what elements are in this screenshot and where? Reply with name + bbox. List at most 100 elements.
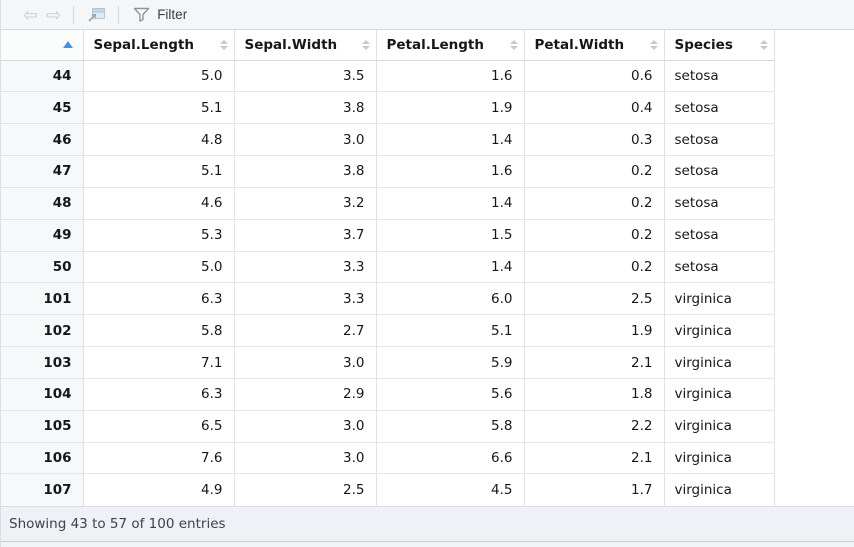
header-row: Sepal.Length Sepal.Width Petal.Length Petal… [1,30,775,61]
row-number-cell: 50 [1,251,84,284]
cell: setosa [664,123,775,157]
cell: 0.2 [524,155,665,188]
cell: 5.1 [83,155,235,188]
row-number-cell: 103 [1,346,84,379]
cell: 7.1 [83,346,235,379]
cell: virginica [664,410,775,443]
toolbar-separator [73,5,75,24]
cell: setosa [664,251,775,284]
forward-arrow-icon: ⇨ [46,4,62,25]
column-header-sepal-length[interactable]: Sepal.Length [83,30,235,61]
cell: 3.5 [234,60,377,93]
cell: 5.6 [376,378,525,411]
cell: 5.9 [376,346,525,379]
cell: 3.0 [234,346,377,379]
bottom-scrollbar-gutter [1,541,854,547]
sort-arrows-icon [219,39,228,50]
cell: setosa [664,60,775,93]
table-row: 102 5.8 2.7 5.1 1.9 virginica [1,314,775,348]
row-number-column-header[interactable] [1,30,84,61]
cell: virginica [664,346,775,379]
cell: 0.6 [524,60,665,93]
cell: 5.0 [83,251,235,284]
cell: 3.7 [234,219,377,252]
cell: setosa [664,155,775,188]
cell: 3.3 [234,282,377,316]
cell: 5.8 [83,314,235,348]
cell: 4.5 [376,473,525,506]
cell: 1.4 [376,251,525,284]
cell: 1.6 [376,155,525,188]
cell: 2.9 [234,378,377,411]
row-number-cell: 47 [1,155,84,188]
column-header-petal-width[interactable]: Petal.Width [524,30,665,61]
cell: 0.2 [524,251,665,284]
column-header-species[interactable]: Species [664,30,775,61]
cell: 6.3 [83,282,235,316]
back-button[interactable]: ⇦ [19,5,42,25]
row-number-cell: 105 [1,410,84,443]
cell: 3.0 [234,410,377,443]
column-header-label: Sepal.Length [93,36,195,53]
column-header-petal-length[interactable]: Petal.Length [376,30,525,61]
row-number-cell: 101 [1,282,84,316]
cell: 1.5 [376,219,525,252]
cell: 1.7 [524,473,665,506]
open-in-new-window-button[interactable] [82,5,110,25]
cell: 1.4 [376,123,525,157]
column-header-label: Species [674,36,733,53]
row-number-cell: 107 [1,473,84,506]
cell: 6.5 [83,410,235,443]
sort-arrows-icon [361,39,370,50]
cell: 2.5 [524,282,665,316]
table-row: 49 5.3 3.7 1.5 0.2 setosa [1,219,775,252]
cell: 6.6 [376,442,525,475]
sort-arrows-icon [649,39,658,50]
cell: setosa [664,91,775,125]
cell: virginica [664,314,775,348]
cell: virginica [664,473,775,506]
cell: 5.1 [83,91,235,125]
cell: 7.6 [83,442,235,475]
toolbar: ⇦ ⇨ Filter [1,0,854,30]
cell: 1.6 [376,60,525,93]
forward-button[interactable]: ⇨ [42,5,65,25]
cell: 5.8 [376,410,525,443]
cell: setosa [664,219,775,252]
sort-arrows-icon [759,39,768,50]
cell: 2.2 [524,410,665,443]
cell: 6.0 [376,282,525,316]
table-row: 103 7.1 3.0 5.9 2.1 virginica [1,346,775,379]
column-header-label: Petal.Width [534,36,625,53]
row-number-cell: 49 [1,219,84,252]
filter-funnel-icon [133,7,150,22]
cell: 0.4 [524,91,665,125]
cell: 3.0 [234,123,377,157]
table-row: 104 6.3 2.9 5.6 1.8 virginica [1,378,775,411]
row-number-cell: 44 [1,60,84,93]
table-row: 106 7.6 3.0 6.6 2.1 virginica [1,442,775,475]
cell: 3.0 [234,442,377,475]
data-grid: Sepal.Length Sepal.Width Petal.Length Petal… [1,30,854,506]
cell: virginica [664,282,775,316]
cell: 4.6 [83,187,235,220]
cell: 2.1 [524,346,665,379]
cell: 0.2 [524,219,665,252]
cell: 3.3 [234,251,377,284]
column-header-sepal-width[interactable]: Sepal.Width [234,30,377,61]
cell: 6.3 [83,378,235,411]
data-table: Sepal.Length Sepal.Width Petal.Length Petal… [1,30,775,506]
filter-button[interactable]: Filter [127,5,193,24]
sort-ascending-icon [62,41,73,49]
entries-status-text: Showing 43 to 57 of 100 entries [9,516,226,532]
row-number-cell: 46 [1,123,84,157]
back-arrow-icon: ⇦ [23,4,39,25]
open-in-new-window-icon [88,7,106,22]
table-row: 107 4.9 2.5 4.5 1.7 virginica [1,473,775,506]
cell: 0.2 [524,187,665,220]
table-row: 46 4.8 3.0 1.4 0.3 setosa [1,123,775,157]
table-row: 50 5.0 3.3 1.4 0.2 setosa [1,251,775,284]
cell: 3.2 [234,187,377,220]
row-number-cell: 102 [1,314,84,348]
row-number-cell: 106 [1,442,84,475]
